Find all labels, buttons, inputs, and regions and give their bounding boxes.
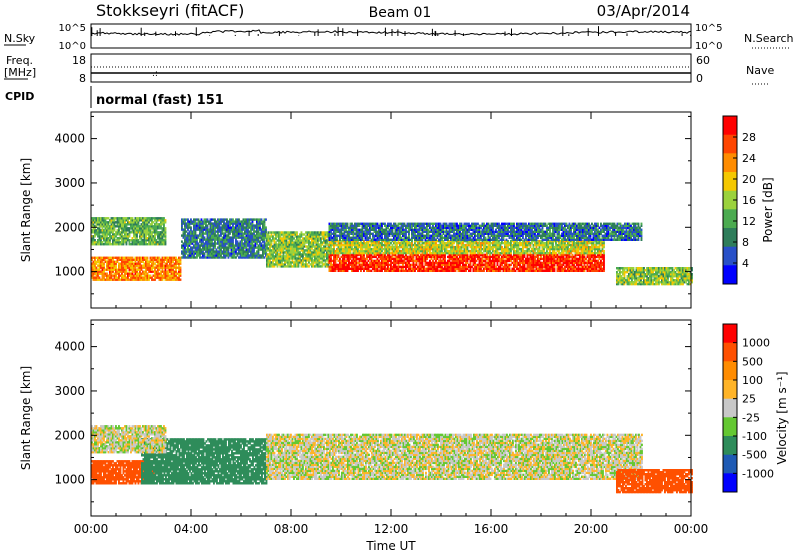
- velocity-colorbar-swatch: [723, 324, 737, 343]
- power-colorbar-swatch: [723, 246, 737, 266]
- velocity-region: [266, 433, 643, 480]
- y-tick-label: 3000: [54, 384, 85, 398]
- velocity-colorbar-tick-label: 1000: [742, 337, 770, 350]
- power-colorbar-swatch: [723, 209, 737, 229]
- power-colorbar-swatch: [723, 265, 737, 285]
- y-tick-label: 2000: [54, 428, 85, 442]
- power-colorbar-tick-label: 24: [742, 152, 756, 165]
- velocity-ylabel: Slant Range [km]: [19, 366, 33, 470]
- velocity-region: [91, 425, 167, 454]
- nave-tick-bottom: 0: [696, 72, 703, 85]
- noise-right-tick-top: 10^5: [695, 23, 722, 34]
- freq-label-bottom: [MHz]: [4, 66, 36, 79]
- velocity-colorbar-tick-label: -500: [742, 449, 767, 462]
- power-colorbar-swatch: [723, 134, 737, 154]
- cpid-label: CPID: [5, 90, 34, 103]
- x-axis-label: Time UT: [365, 539, 416, 553]
- velocity-colorbar-frame: [722, 323, 738, 493]
- x-tick-label: 16:00: [474, 522, 509, 536]
- x-tick-label: 20:00: [574, 522, 609, 536]
- power-region: [91, 256, 182, 281]
- freq-label-top: Freq.: [6, 54, 33, 67]
- power-colorbar-tick-label: 8: [742, 236, 749, 249]
- date-title: 03/Apr/2014: [597, 2, 690, 20]
- power-colorbar-tick-label: 16: [742, 194, 756, 207]
- power-region: [91, 217, 167, 246]
- cpid-value: normal (fast) 151: [96, 93, 224, 108]
- velocity-colorbar-tick-label: -25: [742, 411, 760, 424]
- power-colorbar: 28 24 20 16 12 8 4: [722, 115, 756, 285]
- velocity-colorbar-swatch: [723, 361, 737, 381]
- beam-title: Beam 01: [369, 5, 432, 21]
- power-region: [328, 253, 605, 272]
- velocity-heatmap: [91, 425, 693, 494]
- power-region: [616, 267, 693, 286]
- noise-left-tick-top: 10^5: [59, 23, 86, 34]
- velocity-colorbar-swatch: [723, 454, 737, 474]
- power-ylabel: Slant Range [km]: [19, 158, 33, 262]
- cpid-panel: CPID normal (fast) 151: [5, 86, 224, 108]
- velocity-panel: 4000 3000 2000 1000 Slant Range [km] 1000 50…: [19, 319, 789, 517]
- noise-right-tick-bottom: 10^0: [695, 41, 722, 52]
- velocity-colorbar: 1000 500 100 25 -25 -100 -500 -1000: [722, 323, 774, 493]
- power-colorbar-swatch: [723, 153, 737, 173]
- velocity-colorbar-swatch: [723, 342, 737, 362]
- power-colorbar-swatch: [723, 172, 737, 191]
- y-tick-label: 1000: [54, 265, 85, 279]
- noise-right-label: N.Search: [744, 32, 794, 45]
- velocity-colorbar-swatch: [723, 417, 737, 437]
- power-colorbar-swatch: [723, 228, 737, 247]
- noise-left-tick-bottom: 10^0: [59, 41, 86, 52]
- freq-glitch-mark: .:: [152, 69, 158, 79]
- freq-panel: .: Freq. [MHz] 18 8 60 0 Nave: [4, 53, 774, 85]
- power-region: [328, 222, 643, 241]
- power-colorbar-tick-label: 20: [742, 173, 756, 186]
- freq-tick-bottom: 8: [79, 72, 86, 85]
- power-colorbar-swatch: [723, 190, 737, 210]
- y-tick-label: 1000: [54, 473, 85, 487]
- velocity-colorbar-swatch: [723, 398, 737, 418]
- velocity-colorbar-tick-label: -1000: [742, 467, 774, 480]
- velocity-region: [141, 438, 268, 485]
- velocity-colorbar-tick-label: 100: [742, 374, 763, 387]
- power-colorbar-tick-label: 28: [742, 131, 756, 144]
- nave-label: Nave: [746, 64, 774, 77]
- y-tick-label: 4000: [54, 340, 85, 354]
- velocity-colorbar-swatch: [723, 436, 737, 455]
- power-heatmap: [91, 217, 693, 286]
- power-colorbar-label: Power [dB]: [761, 177, 775, 242]
- time-axis: 00:00 04:00 08:00 12:00 16:00 20:00 00:00: [74, 112, 709, 536]
- power-panel: 4000 3000 2000 1000 Slant Range [km] 28 24 20…: [19, 111, 775, 309]
- noise-left-label: N.Sky: [4, 32, 36, 45]
- noise-trace: [90, 29, 692, 36]
- station-title: Stokkseyri (fitACF): [96, 1, 244, 20]
- x-tick-label: 00:00: [674, 522, 709, 536]
- x-tick-label: 04:00: [174, 522, 209, 536]
- power-region: [328, 239, 605, 255]
- y-tick-label: 4000: [54, 132, 85, 146]
- velocity-region: [616, 469, 693, 494]
- y-tick-label: 3000: [54, 176, 85, 190]
- power-colorbar-tick-label: 12: [742, 215, 756, 228]
- power-colorbar-swatch: [723, 116, 737, 135]
- x-tick-label: 08:00: [274, 522, 309, 536]
- velocity-colorbar-label: Velocity [m s⁻¹]: [775, 371, 789, 464]
- x-tick-label: 12:00: [374, 522, 409, 536]
- x-tick-label: 00:00: [74, 522, 109, 536]
- power-region: [181, 218, 267, 259]
- velocity-colorbar-tick-label: 500: [742, 355, 763, 368]
- power-colorbar-tick-label: 4: [742, 257, 749, 270]
- velocity-colorbar-tick-label: -100: [742, 430, 767, 443]
- velocity-colorbar-swatch: [723, 380, 737, 399]
- y-tick-label: 2000: [54, 220, 85, 234]
- freq-tick-top: 18: [72, 54, 86, 67]
- noise-panel: N.Sky 10^5 10^0 10^5 10^0 N.Search: [4, 23, 794, 52]
- nave-tick-top: 60: [696, 54, 710, 67]
- power-region: [266, 231, 330, 268]
- velocity-colorbar-swatch: [723, 473, 737, 493]
- velocity-colorbar-tick-label: 25: [742, 393, 756, 406]
